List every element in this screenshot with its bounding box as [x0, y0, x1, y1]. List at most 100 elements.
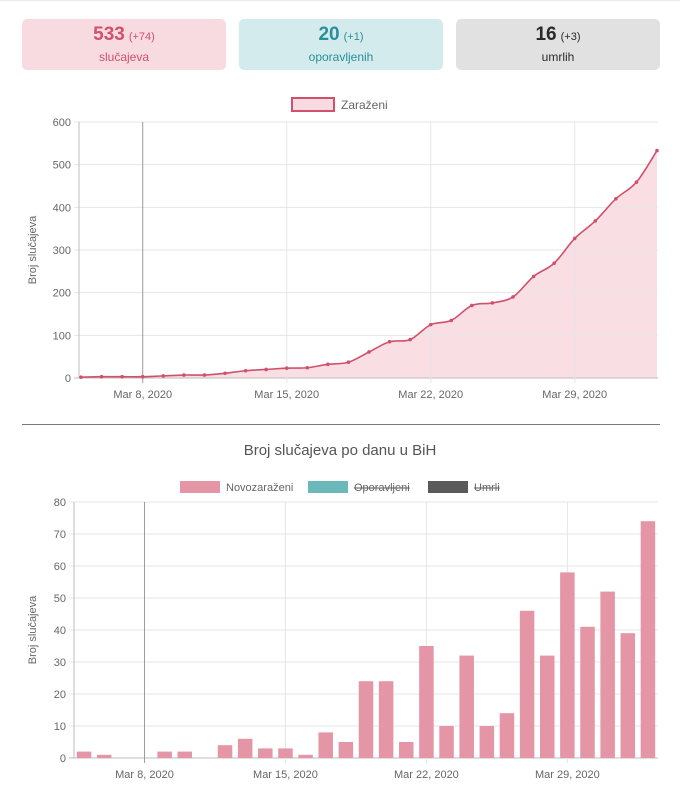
bar-novozarazeni	[258, 748, 273, 758]
bar-novozarazeni	[217, 745, 233, 758]
recovered-delta: (+1)	[343, 31, 364, 43]
legend-swatch-novozaraeni	[180, 481, 220, 493]
data-point	[655, 148, 659, 153]
deaths-label: umrlih	[541, 50, 575, 64]
y-tick-label: 40	[54, 625, 66, 637]
x-tick-label: Mar 15, 2020	[254, 389, 319, 401]
data-point	[140, 374, 145, 379]
data-point	[120, 374, 124, 379]
y-tick-label: 20	[54, 689, 66, 701]
data-point	[428, 322, 433, 327]
y-tick-label: 80	[54, 497, 66, 509]
x-tick-label: Mar 8, 2020	[113, 389, 172, 401]
cumulative-cases-chart[interactable]: Zaraženi 0 100 200 300 400 500 600 Mar 8, 2020 Ma…	[0, 80, 680, 420]
x-tick-label: Mar 22, 2020	[398, 389, 463, 401]
bar-novozarazeni	[378, 681, 394, 758]
y-tick-label: 100	[53, 330, 71, 342]
bar-novozarazeni	[539, 655, 555, 758]
bar-novozarazeni	[580, 626, 595, 758]
y-tick-label: 0	[65, 373, 71, 385]
legend-label-oporavljeni: Oporavljeni	[354, 482, 410, 494]
data-point	[490, 301, 495, 305]
legend-label-umrli: Umrli	[474, 482, 500, 494]
data-point	[552, 261, 556, 266]
data-point	[223, 371, 227, 376]
bar-novozarazeni	[278, 748, 293, 758]
y-tick-label: 200	[53, 288, 71, 300]
data-point	[284, 366, 289, 370]
legend-label-zarazeni: Zaraženi	[341, 98, 388, 112]
deaths-count: 16 (+3)	[456, 24, 660, 48]
data-point	[243, 368, 248, 373]
bar-novozarazeni	[499, 713, 515, 758]
cases-count: 533 (+74)	[22, 24, 226, 48]
data-point	[634, 180, 639, 184]
recovered-label: oporavljenih	[308, 50, 374, 64]
data-point	[614, 197, 618, 201]
deaths-stat-card: 16 (+3) umrlih	[456, 19, 660, 70]
bar-novozarazeni	[318, 732, 333, 758]
y-tick-label: 70	[54, 529, 66, 541]
bar-novozarazeni	[96, 754, 112, 758]
data-point	[531, 274, 536, 279]
data-point	[367, 350, 371, 354]
data-point	[202, 373, 207, 377]
data-point	[572, 236, 577, 241]
x-tick-label: Mar 8, 2020	[115, 769, 174, 781]
legend-label-novozaraeni: Novozaraženi	[226, 482, 293, 494]
bar-novozarazeni	[620, 633, 636, 758]
y-tick-label: 60	[54, 561, 66, 573]
y-axis-title: Broj slučajeva	[27, 595, 39, 664]
chart-title: Broj slučajeva po danu u BiH	[244, 442, 437, 459]
bar-novozarazeni	[399, 742, 414, 758]
data-point	[326, 362, 330, 367]
cases-delta: (+74)	[128, 31, 155, 43]
bar-novozarazeni	[157, 751, 172, 758]
data-point	[408, 337, 412, 342]
legend-swatch-zarazeni	[291, 97, 335, 112]
data-point	[305, 365, 310, 370]
cases-label: slučajeva	[98, 50, 150, 64]
data-point	[161, 374, 166, 378]
recovered-count: 20 (+1)	[239, 24, 443, 48]
data-point	[264, 367, 268, 372]
top-border	[0, 0, 680, 1]
recovered-stat-card: 20 (+1) oporavljenih	[239, 19, 443, 70]
section-divider	[22, 424, 660, 425]
y-tick-label: 300	[53, 245, 71, 257]
x-tick-label: Mar 22, 2020	[394, 769, 459, 781]
y-axis-title: Broj slučajeva	[27, 215, 39, 284]
bar-novozarazeni	[439, 726, 454, 758]
bar-novozarazeni	[459, 655, 474, 758]
data-point	[387, 339, 392, 344]
y-tick-label: 600	[53, 117, 71, 129]
recovered-value: 20	[318, 24, 340, 45]
bar-novozarazeni	[76, 751, 92, 758]
data-point	[99, 374, 104, 379]
x-tick-label: Mar 29, 2020	[535, 769, 600, 781]
y-tick-label: 10	[54, 721, 66, 733]
bar-novozarazeni	[298, 754, 313, 758]
legend-swatch-umrli	[428, 481, 468, 493]
y-tick-label: 30	[54, 657, 66, 669]
x-tick-label: Mar 29, 2020	[542, 389, 607, 401]
bar-novozarazeni	[560, 572, 575, 758]
deaths-value: 16	[535, 24, 557, 45]
data-point	[79, 375, 83, 379]
data-point	[182, 373, 186, 377]
cases-value: 533	[93, 24, 125, 45]
data-point	[346, 360, 351, 365]
daily-cases-chart[interactable]: Broj slučajeva po danu u BiH Novozaraženi…	[0, 430, 680, 792]
bar-novozarazeni	[237, 738, 253, 758]
data-point	[511, 295, 515, 299]
data-point	[449, 318, 454, 323]
data-point	[470, 303, 474, 308]
bar-novozarazeni	[358, 681, 374, 758]
y-tick-label: 50	[54, 593, 66, 605]
y-tick-label: 400	[53, 202, 71, 214]
x-tick-label: Mar 15, 2020	[253, 769, 318, 781]
legend-swatch-oporavljeni	[308, 481, 348, 493]
y-tick-label: 0	[60, 753, 66, 765]
bar-novozarazeni	[600, 591, 615, 758]
cases-stat-card: 533 (+74) slučajeva	[22, 19, 226, 70]
